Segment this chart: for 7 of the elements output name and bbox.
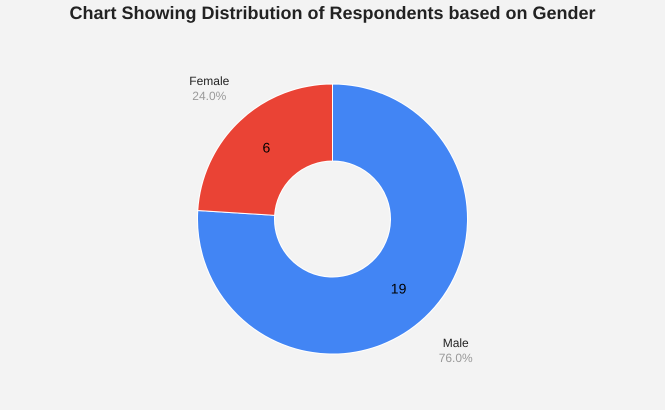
text: 76.0% (438, 351, 474, 366)
data-label: 19 (390, 280, 407, 296)
slice-label: Male (442, 336, 470, 350)
data-label: 6 (262, 140, 271, 156)
slice-label: Female (189, 74, 230, 88)
text: 24.0% (192, 88, 227, 103)
chart-title: Chart Showing Distribution of Respondents based on Gender (69, 3, 596, 23)
